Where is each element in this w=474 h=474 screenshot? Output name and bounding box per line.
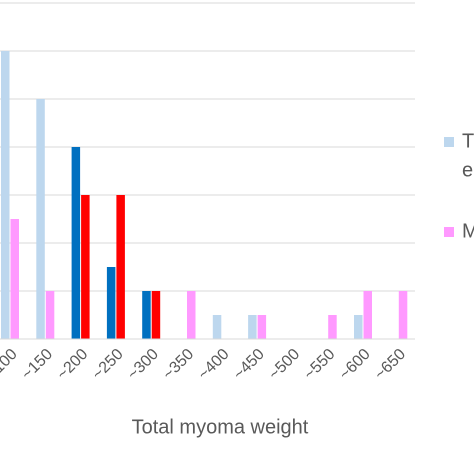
bar [187,291,196,339]
legend-label: T [462,130,474,152]
bar [248,315,257,339]
x-tick-label: ~450 [230,346,268,384]
x-tick-label: ~500 [266,346,304,384]
bar [354,315,363,339]
legend-label: M [462,220,474,242]
bar [257,315,267,339]
x-axis-title: Total myoma weight [132,416,309,438]
legend-swatch [444,137,454,147]
x-tick-label: ~600 [336,346,374,384]
x-tick-label: ~100 [0,346,21,384]
bar [116,195,125,339]
x-tick-label: ~350 [160,346,198,384]
x-tick-label: ~200 [54,346,92,384]
bar [36,99,45,339]
bar [212,315,222,339]
bar [1,51,10,339]
legend-swatch [444,227,454,237]
x-tick-label: ~150 [19,346,57,384]
bar [398,291,408,339]
x-tick-label: ~550 [301,346,339,384]
x-tick-label: ~300 [125,346,163,384]
x-tick-label: ~250 [89,346,127,384]
bar [10,219,19,339]
bar [142,291,151,339]
bar [45,291,55,339]
bar [106,267,116,339]
legend-label: e [462,159,473,181]
x-tick-label: ~400 [195,346,233,384]
bar [328,315,337,339]
bar [81,195,90,339]
bar [151,291,161,339]
x-tick-label: ~650 [372,346,410,384]
bar [363,291,372,339]
bar [71,147,81,339]
